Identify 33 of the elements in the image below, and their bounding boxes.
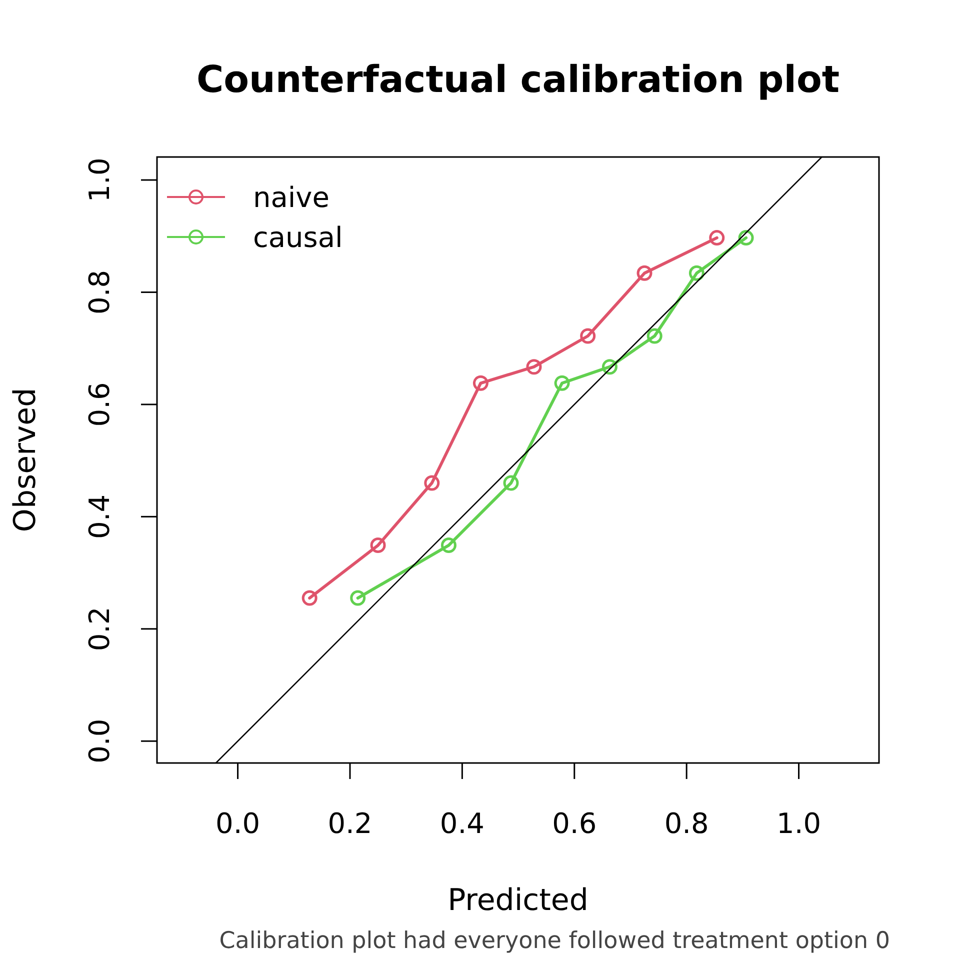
point bbox=[646, 328, 662, 344]
point bbox=[554, 375, 570, 391]
y-tick-label: 0.8 bbox=[83, 270, 116, 314]
x-tick-label: 0.0 bbox=[216, 807, 260, 840]
chart-title: Counterfactual calibration plot bbox=[196, 58, 840, 101]
point bbox=[440, 538, 456, 554]
x-tick-label: 0.4 bbox=[440, 807, 484, 840]
y-axis-title: Observed bbox=[8, 388, 43, 532]
x-tick-label: 0.8 bbox=[664, 807, 709, 840]
point bbox=[580, 328, 596, 344]
point bbox=[526, 359, 542, 375]
point bbox=[709, 230, 725, 246]
point bbox=[472, 375, 488, 391]
x-tick-label: 0.6 bbox=[552, 807, 597, 840]
point bbox=[370, 538, 386, 554]
y-tick-label: 0.2 bbox=[83, 606, 116, 652]
point bbox=[738, 230, 754, 246]
point bbox=[503, 475, 519, 491]
point bbox=[424, 475, 440, 491]
y-tick-label: 0.4 bbox=[83, 494, 116, 539]
x-axis-title: Predicted bbox=[448, 883, 588, 918]
legend-label: causal bbox=[253, 221, 343, 254]
y-tick-label: 0.0 bbox=[83, 718, 116, 764]
y-tick-label: 0.6 bbox=[83, 382, 116, 427]
point bbox=[602, 359, 618, 375]
point bbox=[350, 590, 366, 606]
legend-label: naive bbox=[253, 181, 330, 214]
text: Calibration plot had everyone followed treatment option 0 bbox=[219, 928, 890, 954]
y-tick-label: 1.0 bbox=[83, 158, 116, 202]
x-tick-label: 0.2 bbox=[328, 807, 372, 840]
point bbox=[302, 590, 318, 606]
x-tick-label: 1.0 bbox=[776, 807, 822, 840]
point bbox=[636, 265, 652, 281]
